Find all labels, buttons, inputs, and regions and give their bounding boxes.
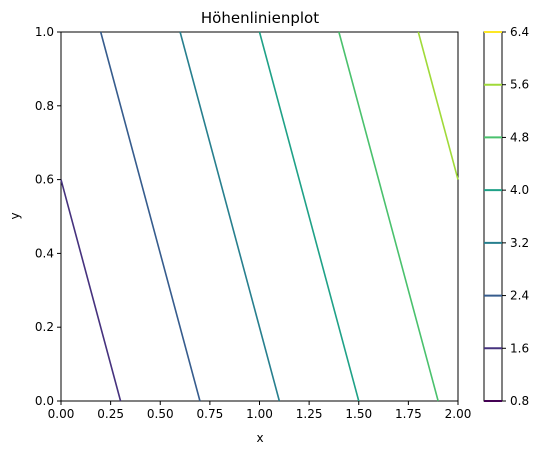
y-tick-label: 0.0 [35,394,54,408]
x-tick-label: 0.50 [147,407,174,421]
contour-lines [60,31,459,402]
colorbar-tick-label: 4.8 [510,130,529,144]
colorbar-tick-label: 5.6 [510,78,529,92]
contour-line-1.6 [60,179,122,402]
y-tick-label: 0.8 [35,99,54,113]
y-axis: 0.0 0.2 0.4 0.6 0.8 1.0 [35,25,61,408]
x-tick-label: 1.25 [296,407,323,421]
contour-line-4 [258,31,360,402]
contour-line-5.6 [417,31,459,180]
plot-area [60,31,459,402]
y-tick-label: 1.0 [35,25,54,39]
x-tick-label: 0.75 [197,407,224,421]
colorbar-tick-label: 3.2 [510,236,529,250]
colorbar-tick-label: 1.6 [510,341,529,355]
x-tick-label: 1.00 [246,407,273,421]
plot-frame [60,31,459,402]
colorbar-tick-label: 0.8 [510,394,529,408]
x-tick-label: 0.25 [97,407,124,421]
contour-line-3.2 [179,31,281,402]
x-axis: 0.00 0.25 0.50 0.75 1.00 1.25 1.50 1.75 2.00 [48,401,472,421]
colorbar-frame [483,31,503,402]
contour-line-2.4 [99,31,201,402]
x-tick-label: 2.00 [445,407,472,421]
colorbar-tick-label: 6.4 [510,25,529,39]
y-tick-label: 0.4 [35,246,54,260]
chart-title: Höhenlinienplot [201,9,319,27]
x-axis-label: x [256,431,263,445]
colorbar-tick-label: 2.4 [510,289,529,303]
x-tick-label: 1.75 [395,407,422,421]
x-tick-label: 0.00 [48,407,75,421]
y-tick-label: 0.2 [35,320,54,334]
y-tick-label: 0.6 [35,173,54,187]
x-tick-label: 1.50 [345,407,372,421]
colorbar: 0.8 1.6 2.4 3.2 4.0 4.8 5.6 6.4 [483,25,529,408]
colorbar-tick-label: 4.0 [510,183,529,197]
contour-line-4.8 [338,31,439,402]
y-axis-label: y [8,212,22,219]
colorbar-ticks: 0.8 1.6 2.4 3.2 4.0 4.8 5.6 6.4 [484,25,529,408]
